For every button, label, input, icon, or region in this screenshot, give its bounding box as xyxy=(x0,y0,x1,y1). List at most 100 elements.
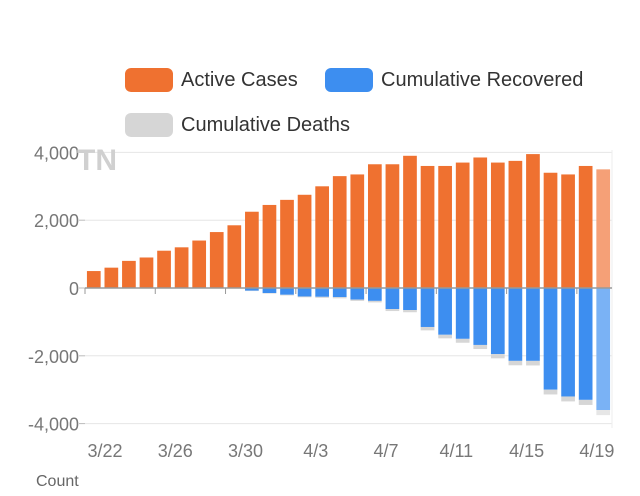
legend-item-active-cases[interactable]: Active Cases xyxy=(125,68,298,92)
bar-active-cases xyxy=(192,240,207,288)
legend-item-cumulative-recovered[interactable]: Cumulative Recovered xyxy=(325,68,583,92)
bar-active-cases xyxy=(403,155,417,288)
x-tick-label: 4/7 xyxy=(374,441,399,461)
bar-cumulative-recovered xyxy=(297,288,312,297)
bar-cumulative-recovered xyxy=(596,288,611,411)
bar-cumulative-recovered xyxy=(367,288,382,301)
bar-cumulative-recovered xyxy=(280,288,294,295)
bar-cumulative-deaths xyxy=(385,309,400,312)
bar-cumulative-recovered xyxy=(543,288,558,390)
bar-cumulative-deaths xyxy=(350,299,365,301)
bar-active-cases xyxy=(473,157,488,288)
count-label: Count xyxy=(36,473,79,490)
bar-active-cases xyxy=(367,164,382,288)
bar-cumulative-recovered xyxy=(490,288,505,355)
bar-active-cases xyxy=(86,271,101,288)
x-tick-label: 4/15 xyxy=(509,441,544,461)
x-tick-label: 4/11 xyxy=(439,441,473,461)
chart-title: TN xyxy=(77,144,117,177)
bar-active-cases xyxy=(122,260,136,288)
bar-active-cases xyxy=(157,250,171,288)
x-tick-label: 3/22 xyxy=(87,441,122,461)
bar-cumulative-deaths xyxy=(367,300,382,303)
bar-cumulative-recovered xyxy=(332,288,347,298)
x-tick-label: 3/26 xyxy=(158,441,193,461)
x-tick-label: 3/30 xyxy=(228,441,263,461)
bar-active-cases xyxy=(578,165,593,288)
bar-active-cases xyxy=(315,186,330,288)
bar-active-cases xyxy=(174,247,189,288)
bar-active-cases xyxy=(139,257,154,288)
active-cases-swatch xyxy=(125,68,173,92)
y-tick-label: 2,000 xyxy=(34,211,79,231)
x-tick-label: 4/3 xyxy=(303,441,328,461)
legend-item-cumulative-deaths[interactable]: Cumulative Deaths xyxy=(125,113,350,137)
bar-active-cases xyxy=(490,162,505,288)
bar-cumulative-deaths xyxy=(473,344,488,350)
legend: Active Cases Cumulative Recovered Cumula… xyxy=(0,0,640,140)
bar-active-cases xyxy=(543,172,558,288)
bar-cumulative-recovered xyxy=(245,288,259,291)
legend-label-active-cases: Active Cases xyxy=(181,68,298,91)
bar-cumulative-recovered xyxy=(385,288,400,310)
x-tick-label: 4/19 xyxy=(579,441,614,461)
bar-cumulative-deaths xyxy=(297,296,312,298)
bar-active-cases xyxy=(297,194,312,288)
bar-cumulative-recovered xyxy=(578,288,593,400)
bar-active-cases xyxy=(262,204,277,288)
bar-cumulative-deaths xyxy=(420,326,435,331)
bar-cumulative-deaths xyxy=(332,297,347,299)
bar-active-cases xyxy=(455,162,470,288)
bar-cumulative-deaths xyxy=(490,354,505,359)
bar-active-cases xyxy=(438,165,452,288)
bar-active-cases xyxy=(526,154,540,288)
bar-active-cases xyxy=(104,267,119,288)
bar-cumulative-deaths xyxy=(262,293,277,294)
bar-cumulative-deaths xyxy=(455,338,470,343)
bar-cumulative-recovered xyxy=(561,288,575,397)
bar-cumulative-recovered xyxy=(455,288,470,339)
bar-cumulative-deaths xyxy=(596,410,611,416)
bar-cumulative-deaths xyxy=(438,334,452,339)
bar-cumulative-deaths xyxy=(578,399,593,405)
bar-cumulative-recovered xyxy=(403,288,417,311)
y-tick-label: -2,000 xyxy=(28,347,79,367)
bar-active-cases xyxy=(227,225,242,288)
bar-cumulative-deaths xyxy=(561,396,575,402)
y-tick-label: -4,000 xyxy=(28,415,79,435)
bar-cumulative-deaths xyxy=(280,294,294,296)
cumulative-deaths-swatch xyxy=(125,113,173,137)
bar-cumulative-deaths xyxy=(543,389,558,395)
bar-active-cases xyxy=(420,165,435,288)
bar-cumulative-recovered xyxy=(420,288,435,327)
bars xyxy=(86,154,611,416)
bar-active-cases xyxy=(245,211,259,288)
bar-active-cases xyxy=(209,232,224,288)
bar-cumulative-recovered xyxy=(315,288,330,297)
bar-active-cases xyxy=(280,199,294,288)
legend-label-cumulative-deaths: Cumulative Deaths xyxy=(181,113,350,136)
bar-cumulative-recovered xyxy=(526,288,540,361)
bar-cumulative-recovered xyxy=(262,288,277,294)
bar-active-cases xyxy=(350,174,365,288)
bar-active-cases xyxy=(385,164,400,288)
bar-cumulative-deaths xyxy=(315,296,330,298)
bar-cumulative-recovered xyxy=(350,288,365,300)
gridlines xyxy=(85,150,613,428)
bar-active-cases xyxy=(561,174,575,288)
bar-cumulative-deaths xyxy=(526,360,540,366)
y-tick-label: 4,000 xyxy=(34,143,79,163)
axes: 4,000 2,000 0 -2,000 -4,000 3/22 3/26 3/30 4/3 4/… xyxy=(28,143,614,461)
cumulative-recovered-swatch xyxy=(325,68,373,92)
bar-cumulative-deaths xyxy=(508,360,523,366)
bar-cumulative-recovered xyxy=(508,288,523,361)
bar-active-cases xyxy=(596,169,611,288)
bar-active-cases xyxy=(332,176,347,288)
bar-active-cases xyxy=(508,160,523,288)
bar-cumulative-deaths xyxy=(403,310,417,313)
y-tick-label: 0 xyxy=(69,279,79,299)
bar-cumulative-recovered xyxy=(438,288,452,335)
bar-cumulative-recovered xyxy=(473,288,488,345)
legend-label-cumulative-recovered: Cumulative Recovered xyxy=(381,68,584,91)
